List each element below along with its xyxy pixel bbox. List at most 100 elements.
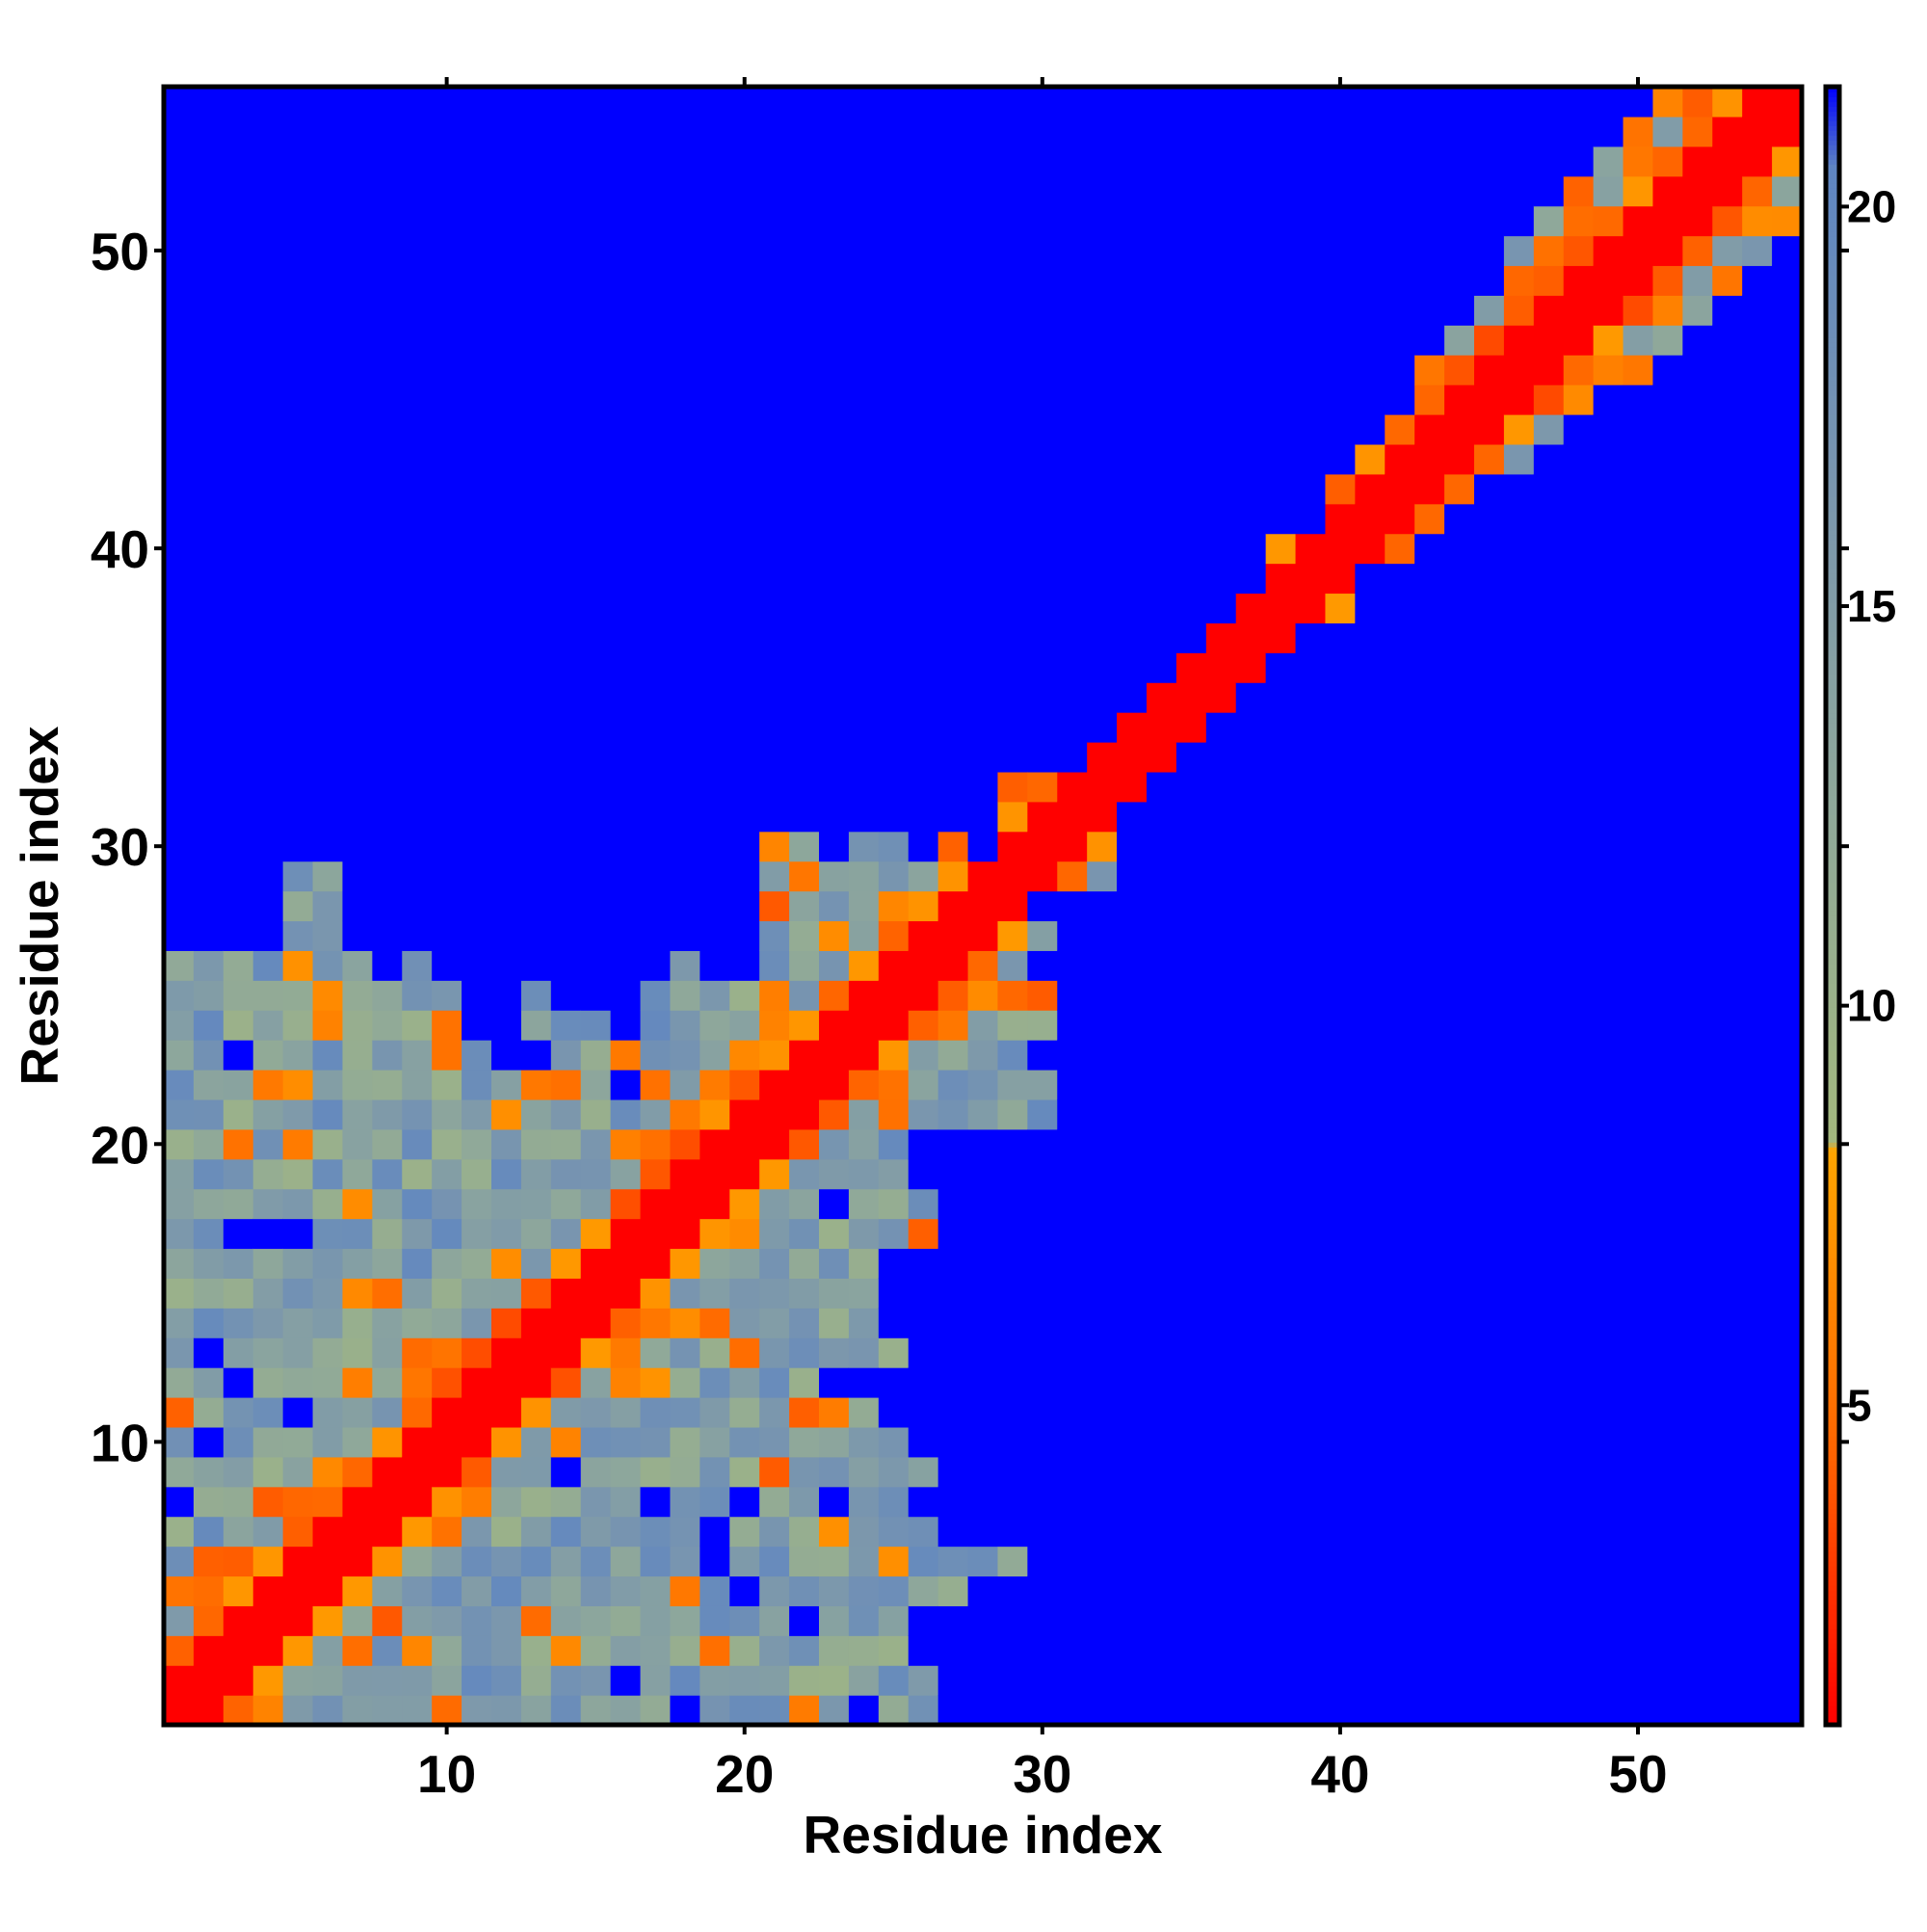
colorbar-step <box>1826 1330 1839 1336</box>
heat-cell <box>819 414 850 445</box>
heat-cell <box>848 1367 880 1398</box>
heat-cell <box>342 265 373 296</box>
heat-cell <box>878 980 910 1011</box>
colorbar-step <box>1826 699 1839 704</box>
heat-cell <box>312 682 344 713</box>
heat-cell <box>193 325 224 356</box>
heat-cell <box>164 1278 195 1309</box>
heat-cell <box>1712 87 1743 118</box>
heat-cell <box>997 295 1028 326</box>
heat-cell <box>342 563 373 595</box>
heat-cell <box>700 295 730 326</box>
heat-cell <box>1593 860 1624 892</box>
colorbar-step <box>1826 983 1839 989</box>
heat-cell <box>1772 682 1803 713</box>
heat-cell <box>342 1218 373 1250</box>
heat-cell <box>937 87 969 118</box>
heat-cell <box>1147 1456 1177 1488</box>
heat-cell <box>729 1456 760 1488</box>
colorbar-step <box>1826 1296 1839 1302</box>
heat-cell <box>432 295 462 326</box>
heat-cell <box>759 116 790 147</box>
colorbar-step <box>1826 930 1839 936</box>
colorbar-step <box>1826 207 1839 213</box>
heat-cell <box>462 652 492 683</box>
heat-cell <box>819 980 850 1011</box>
heat-cell <box>402 384 433 415</box>
heat-cell <box>1147 1605 1177 1636</box>
heat-cell <box>1385 443 1415 475</box>
colorbar-step <box>1826 1291 1839 1297</box>
heat-cell <box>1325 205 1356 237</box>
heat-cell <box>1325 1605 1356 1636</box>
heat-cell <box>1385 295 1415 326</box>
heat-cell <box>937 1218 969 1250</box>
heat-cell <box>670 1665 700 1696</box>
heat-cell <box>1355 205 1386 237</box>
heat-cell <box>1712 384 1743 415</box>
heat-cell <box>670 1188 700 1220</box>
heat-cell <box>670 325 700 356</box>
heat-cell <box>462 831 492 862</box>
heat-cell <box>1147 1098 1177 1130</box>
heat-cell <box>997 1040 1028 1071</box>
heat-cell <box>610 563 642 595</box>
heat-cell <box>520 652 552 683</box>
heat-cell <box>520 1158 552 1190</box>
heat-cell <box>700 503 730 535</box>
heat-cell <box>1385 801 1415 833</box>
heat-cell <box>1712 325 1743 356</box>
heat-cell <box>1533 1635 1565 1666</box>
heat-cell <box>640 652 672 683</box>
heat-cell <box>342 1248 373 1279</box>
heat-cell <box>252 1426 284 1458</box>
heat-cell <box>1444 443 1475 475</box>
heat-cell <box>312 1308 344 1338</box>
heat-cell <box>1027 1128 1058 1160</box>
heat-cell <box>1414 860 1445 892</box>
heat-cell <box>1772 325 1803 356</box>
heat-cell <box>1205 593 1237 623</box>
heat-cell <box>670 860 700 892</box>
colorbar-step <box>1826 482 1839 488</box>
heat-cell <box>580 355 612 385</box>
heat-cell <box>789 1218 820 1250</box>
heat-cell <box>997 1128 1028 1160</box>
heat-cell <box>700 652 730 683</box>
heat-cell <box>1444 1010 1475 1041</box>
heat-cell <box>580 1665 612 1696</box>
heat-cell <box>1742 1158 1773 1190</box>
heat-cell <box>1385 235 1415 267</box>
heat-cell <box>164 1516 195 1548</box>
colorbar-step <box>1826 988 1839 993</box>
heat-cell <box>1295 682 1327 713</box>
heat-cell <box>1414 295 1445 326</box>
heat-cell <box>1147 920 1177 951</box>
heat-cell <box>312 1248 344 1279</box>
heat-cell <box>1175 235 1207 267</box>
heat-cell <box>1355 1516 1386 1548</box>
colorbar-step <box>1826 959 1839 965</box>
heat-cell <box>1117 563 1148 595</box>
heat-cell <box>372 1665 403 1696</box>
heat-cell <box>789 414 820 445</box>
heat-cell <box>402 175 433 207</box>
heat-cell <box>193 1098 224 1130</box>
heat-cell <box>252 1367 284 1398</box>
colorbar-step <box>1826 872 1839 878</box>
heat-cell <box>729 1546 760 1577</box>
heat-cell <box>282 1158 314 1190</box>
heat-cell <box>610 473 642 505</box>
heat-cell <box>1414 831 1445 862</box>
heat-cell <box>1623 1516 1654 1548</box>
heat-cell <box>640 473 672 505</box>
heat-cell <box>1205 1516 1237 1548</box>
colorbar-step <box>1826 1214 1839 1220</box>
heat-cell <box>1205 1188 1237 1220</box>
heat-cell <box>1623 980 1654 1011</box>
heat-cell <box>610 980 642 1011</box>
heat-cell <box>700 1308 730 1338</box>
heat-cell <box>1147 1010 1177 1041</box>
colorbar-step <box>1826 1253 1839 1258</box>
heat-cell <box>1295 295 1327 326</box>
